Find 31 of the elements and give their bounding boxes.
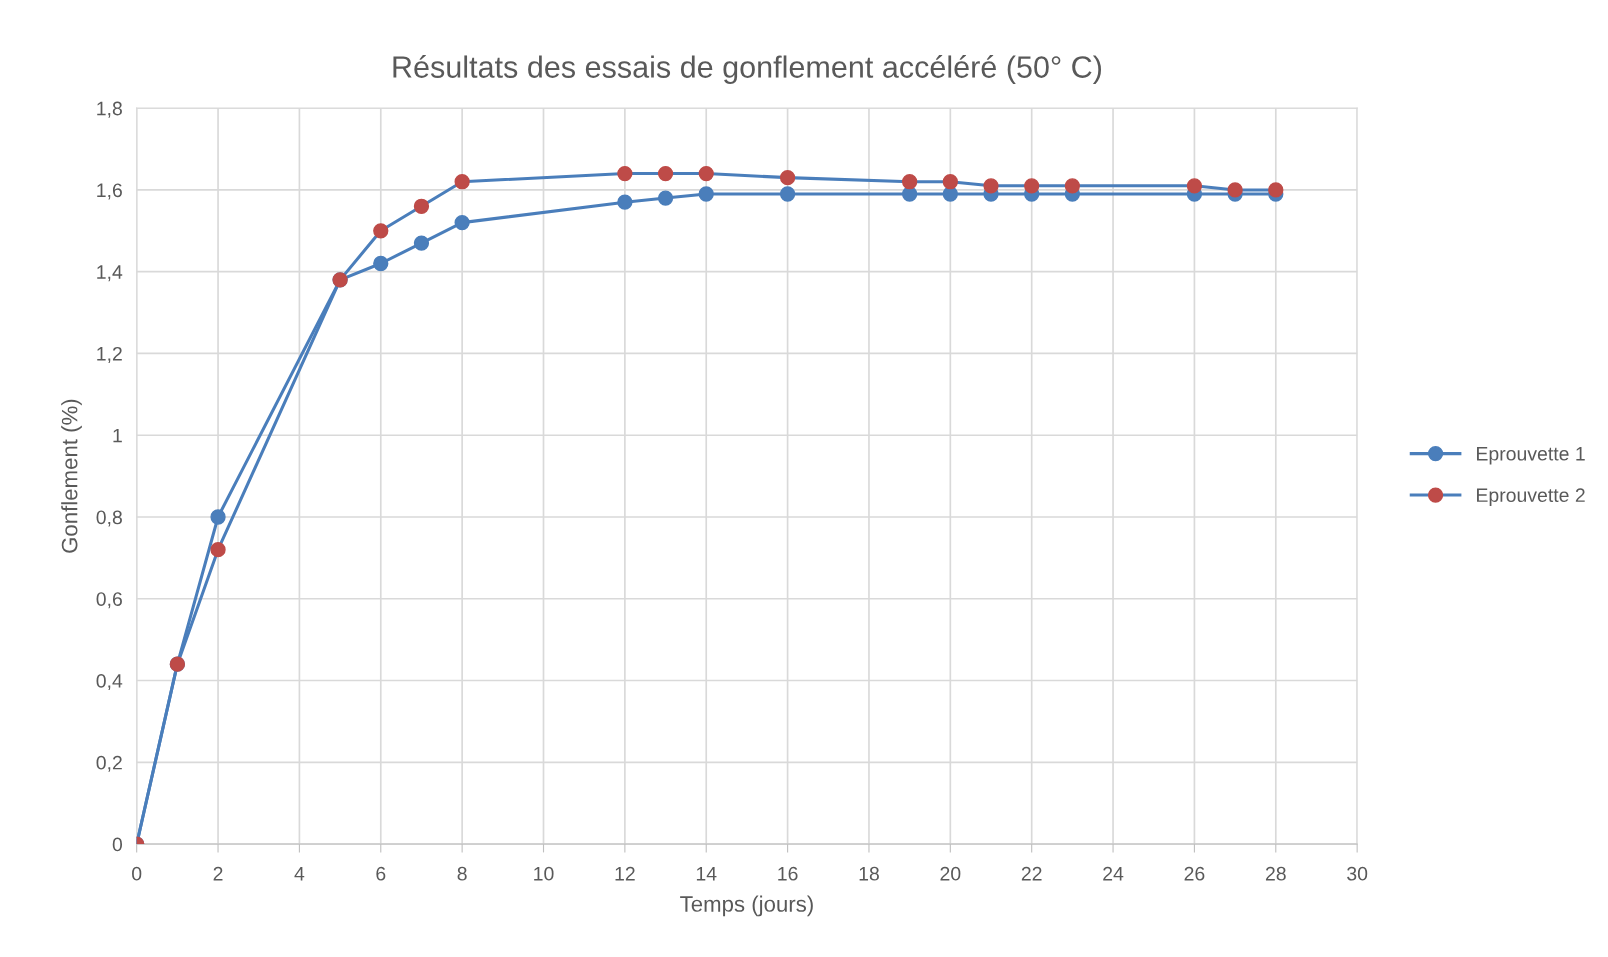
x-tick-label: 24 bbox=[1103, 866, 1124, 881]
x-tick-label: 18 bbox=[859, 866, 879, 881]
x-tick-label: 16 bbox=[778, 866, 798, 881]
y-tick-label: 1,8 bbox=[97, 101, 122, 118]
y-tick-label: 0,8 bbox=[96, 510, 122, 527]
x-tick-label: 8 bbox=[457, 866, 467, 881]
y-tick-label: 1,6 bbox=[97, 183, 122, 200]
y-tick-label: 0,2 bbox=[96, 755, 122, 772]
y-tick-label: 1,2 bbox=[97, 346, 122, 363]
x-tick-label: 26 bbox=[1184, 866, 1205, 881]
x-tick-label: 10 bbox=[534, 866, 554, 881]
x-axis-title: Temps (jours) bbox=[680, 895, 813, 917]
y-tick-label: 0 bbox=[112, 837, 123, 852]
y-axis-title: Gonflement (%) bbox=[61, 399, 82, 553]
x-tick-label: 14 bbox=[696, 867, 717, 881]
x-tick-label: 20 bbox=[940, 866, 961, 881]
chart-title: Résultats des essais de gonflement accéléré (50° C) bbox=[393, 55, 1102, 84]
x-tick-label: 12 bbox=[615, 866, 635, 881]
legend-label: Eprouvette 1 bbox=[1477, 447, 1585, 465]
legend-label: Eprouvette 2 bbox=[1477, 488, 1585, 506]
x-tick-label: 30 bbox=[1347, 866, 1368, 881]
x-tick-label: 0 bbox=[132, 866, 142, 881]
y-tick-label: 0,4 bbox=[96, 674, 123, 691]
x-tick-label: 22 bbox=[1021, 866, 1042, 881]
y-tick-label: 1,4 bbox=[97, 265, 123, 282]
x-tick-label: 4 bbox=[294, 867, 305, 881]
y-tick-label: 0,6 bbox=[96, 592, 122, 609]
x-tick-label: 6 bbox=[376, 866, 386, 881]
x-tick-label: 28 bbox=[1265, 866, 1286, 881]
x-tick-label: 2 bbox=[213, 866, 223, 881]
y-tick-label: 1 bbox=[113, 428, 122, 443]
